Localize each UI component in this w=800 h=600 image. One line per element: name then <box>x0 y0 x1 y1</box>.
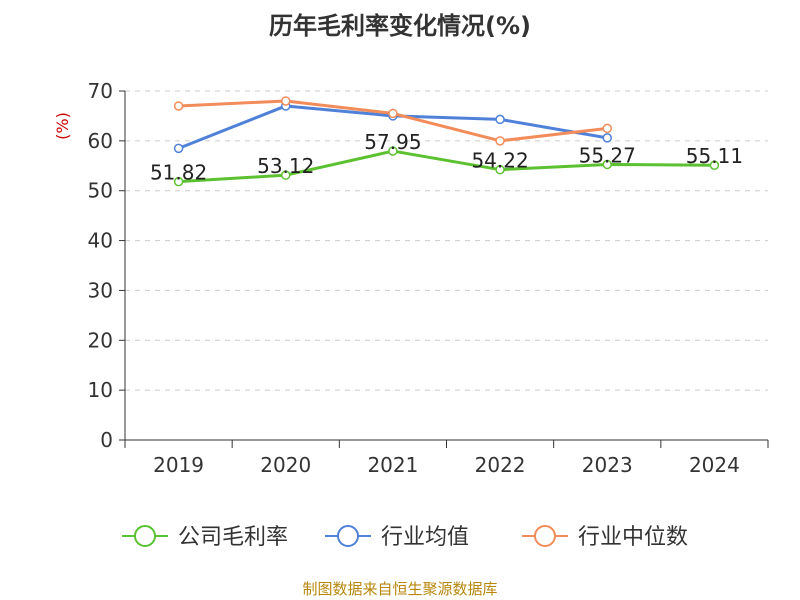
y-tick-label: 10 <box>88 378 113 402</box>
data-point <box>602 133 612 143</box>
axes: 0 10 20 30 40 50 60 70 2019 2020 2021 2022 2023 2024 <box>88 79 769 477</box>
data-point <box>602 123 612 134</box>
data-point <box>388 146 398 156</box>
data-point <box>602 159 612 170</box>
y-tick-label: 20 <box>88 328 113 352</box>
legend-label: 公司毛利率 <box>178 525 288 550</box>
x-tick-label: 2024 <box>689 453 740 477</box>
grid <box>125 90 768 391</box>
data-point <box>173 101 184 111</box>
y-tick-label: 0 <box>100 428 113 452</box>
y-tick-label: 60 <box>88 129 113 153</box>
data-point <box>495 164 505 175</box>
source-note: 制图数据来自恒生聚源数据库 <box>302 580 497 598</box>
data-point <box>495 114 505 125</box>
chart-title: 历年毛利率变化情况(%) <box>269 12 531 40</box>
data-label: 54.22 <box>471 149 528 173</box>
data-point <box>281 96 291 106</box>
data-point <box>281 170 291 180</box>
data-label: 53.12 <box>257 154 314 178</box>
y-tick-label: 40 <box>88 229 113 253</box>
y-tick-label: 70 <box>88 79 113 103</box>
data-point <box>173 176 184 187</box>
data-point <box>495 136 505 146</box>
y-tick-label: 30 <box>88 278 113 302</box>
series-line-1 <box>178 149 715 184</box>
legend-swatch-marker <box>337 525 359 547</box>
legend-swatch-marker <box>534 525 556 547</box>
data-label: 55.11 <box>686 144 743 168</box>
x-tick-label: 2020 <box>260 453 311 477</box>
legend-swatch-marker <box>134 525 156 547</box>
data-label: 55.27 <box>579 143 636 167</box>
data-point <box>388 108 398 119</box>
data-label: 51.82 <box>150 161 207 185</box>
data-label: 57.95 <box>364 130 421 154</box>
legend: 公司毛利率 行业均值 行业中位数 <box>122 525 688 550</box>
x-tick-label: 2022 <box>475 453 526 477</box>
series-layer: 51.82 53.12 57.95 54.22 55.27 55.11 <box>150 96 743 187</box>
data-point <box>173 143 184 154</box>
x-tick-label: 2023 <box>582 453 633 477</box>
y-axis-unit: (%) <box>53 112 72 140</box>
x-tick-label: 2019 <box>153 453 204 477</box>
legend-label: 行业中位数 <box>578 525 688 550</box>
legend-label: 行业均值 <box>381 525 469 550</box>
y-tick-label: 50 <box>88 179 113 203</box>
x-tick-label: 2021 <box>367 453 418 477</box>
data-point <box>709 160 720 170</box>
